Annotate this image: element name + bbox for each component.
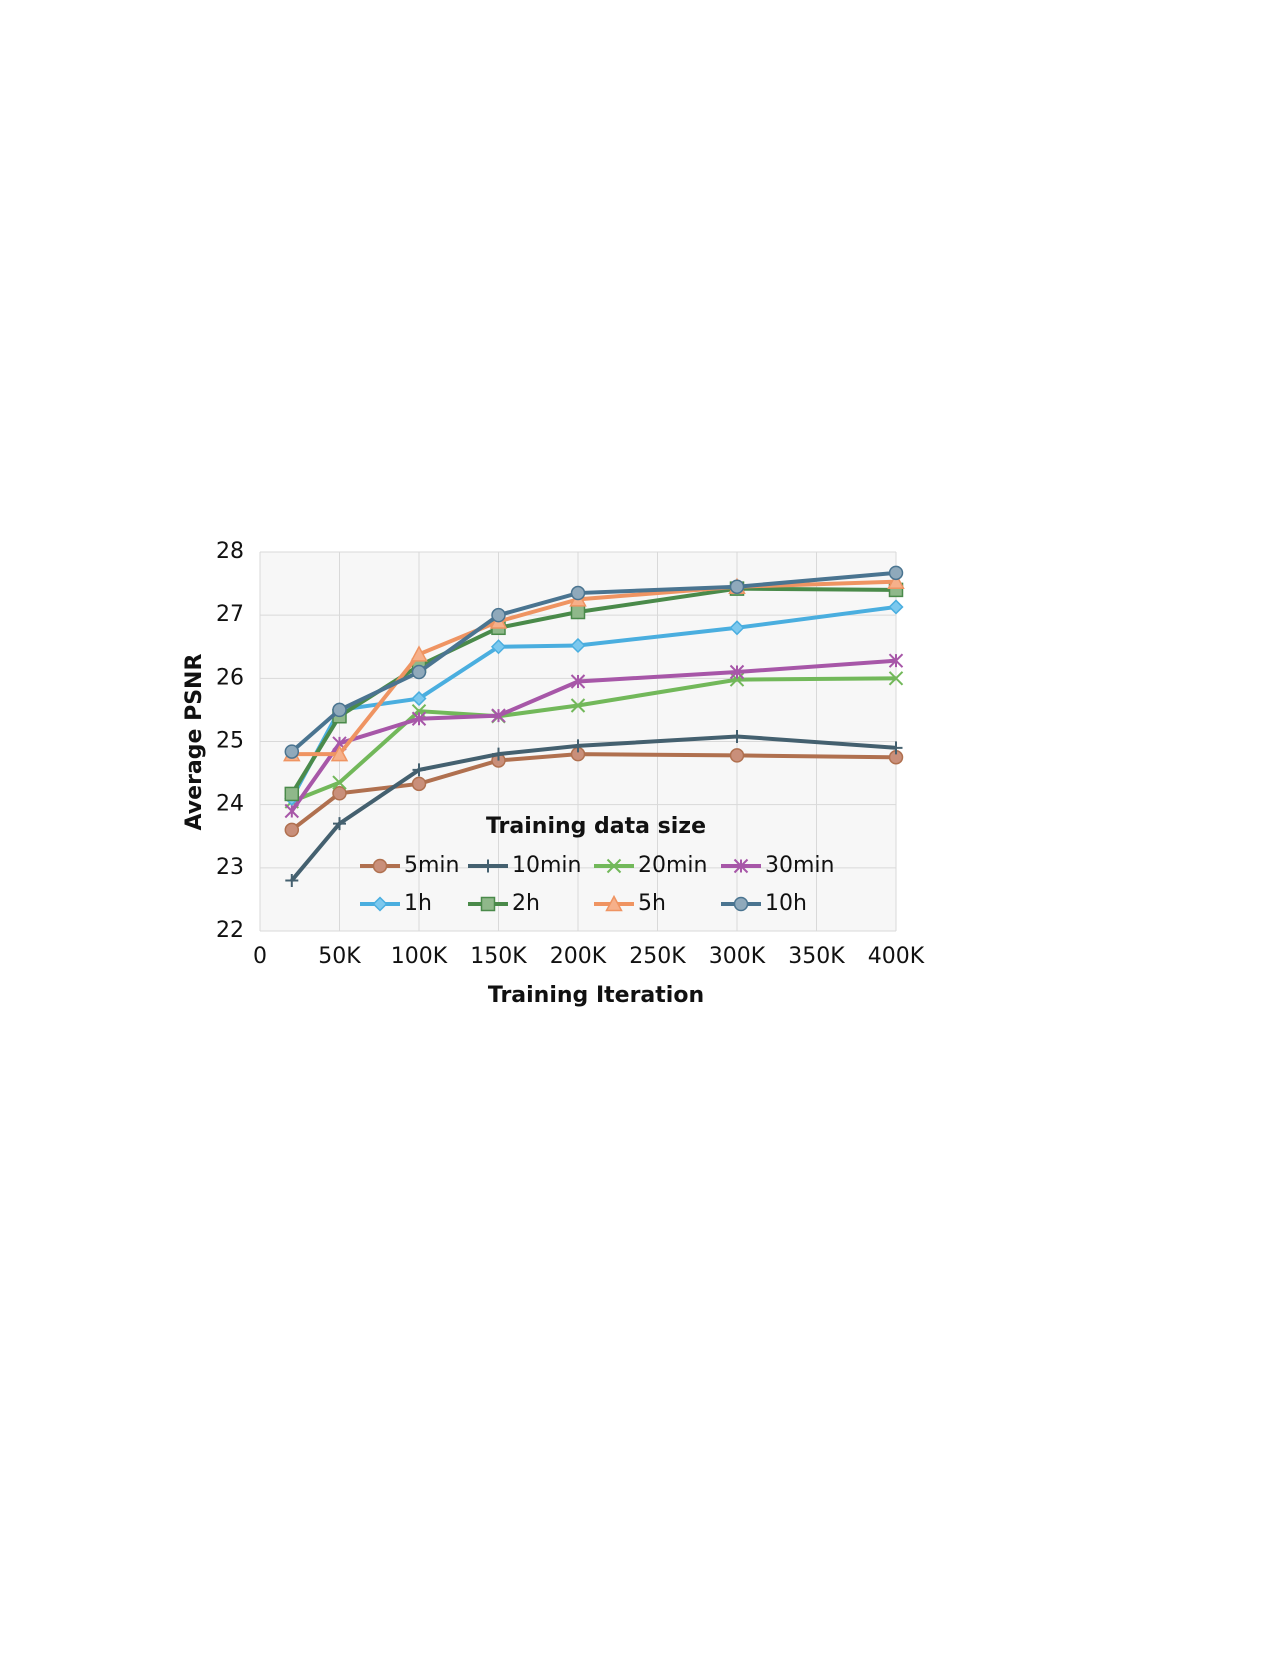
legend-label: 20min (638, 853, 707, 878)
marker (284, 803, 300, 819)
marker (571, 739, 585, 753)
marker (330, 745, 349, 762)
marker (492, 747, 505, 761)
y-tick-label: 24 (216, 792, 244, 817)
legend-label: 30min (765, 853, 834, 878)
marker (888, 599, 904, 615)
marker (411, 776, 427, 792)
legend-title: Training data size (486, 814, 706, 839)
x-tick-label: 100K (391, 944, 448, 969)
marker (733, 858, 749, 874)
marker (888, 565, 904, 581)
y-tick-label: 26 (216, 665, 244, 690)
y-tick-label: 28 (216, 539, 244, 564)
marker (333, 817, 346, 831)
marker (606, 858, 622, 874)
marker (372, 896, 388, 912)
legend-label: 5min (404, 853, 459, 878)
marker (284, 786, 300, 802)
marker (372, 858, 388, 874)
x-tick-label: 0 (253, 944, 267, 969)
marker (729, 664, 745, 680)
legend-label: 2h (512, 891, 540, 916)
x-tick-label: 300K (709, 944, 766, 969)
legend-label: 10min (512, 853, 581, 878)
marker (480, 896, 496, 912)
y-tick-label: 22 (216, 918, 244, 943)
x-tick-label: 200K (550, 944, 607, 969)
y-tick-label: 27 (216, 602, 244, 627)
x-axis-title: Training Iteration (488, 983, 704, 1008)
marker (729, 748, 745, 763)
marker (491, 607, 506, 623)
marker (410, 645, 428, 662)
marker (570, 637, 586, 654)
marker (570, 674, 586, 689)
marker (412, 763, 426, 777)
marker (730, 729, 744, 743)
marker (285, 873, 299, 887)
marker (411, 664, 427, 680)
x-tick-label: 400K (868, 944, 925, 969)
marker (887, 572, 905, 589)
marker (729, 579, 745, 594)
marker (570, 698, 586, 713)
marker (411, 711, 427, 726)
marker (570, 585, 586, 601)
y-axis-title: Average PSNR (182, 654, 207, 831)
x-tick-label: 50K (318, 944, 361, 969)
marker (733, 896, 749, 912)
marker (332, 775, 347, 790)
marker (411, 690, 427, 707)
marker (570, 604, 586, 620)
marker (332, 702, 347, 718)
marker (284, 822, 300, 838)
y-tick-label: 25 (216, 729, 244, 754)
marker (332, 786, 347, 801)
marker (284, 744, 300, 759)
y-tick-label: 23 (216, 855, 244, 880)
legend-label: 10h (765, 891, 807, 916)
marker (888, 653, 904, 668)
marker (888, 671, 904, 686)
x-tick-label: 150K (470, 944, 527, 969)
marker (481, 859, 495, 873)
x-tick-label: 350K (788, 944, 845, 969)
marker (889, 741, 903, 755)
marker (729, 620, 745, 636)
legend-label: 1h (404, 891, 432, 916)
marker (490, 639, 507, 655)
marker (605, 894, 623, 912)
x-tick-label: 250K (629, 944, 686, 969)
marker (491, 708, 506, 723)
legend-label: 5h (638, 891, 666, 916)
